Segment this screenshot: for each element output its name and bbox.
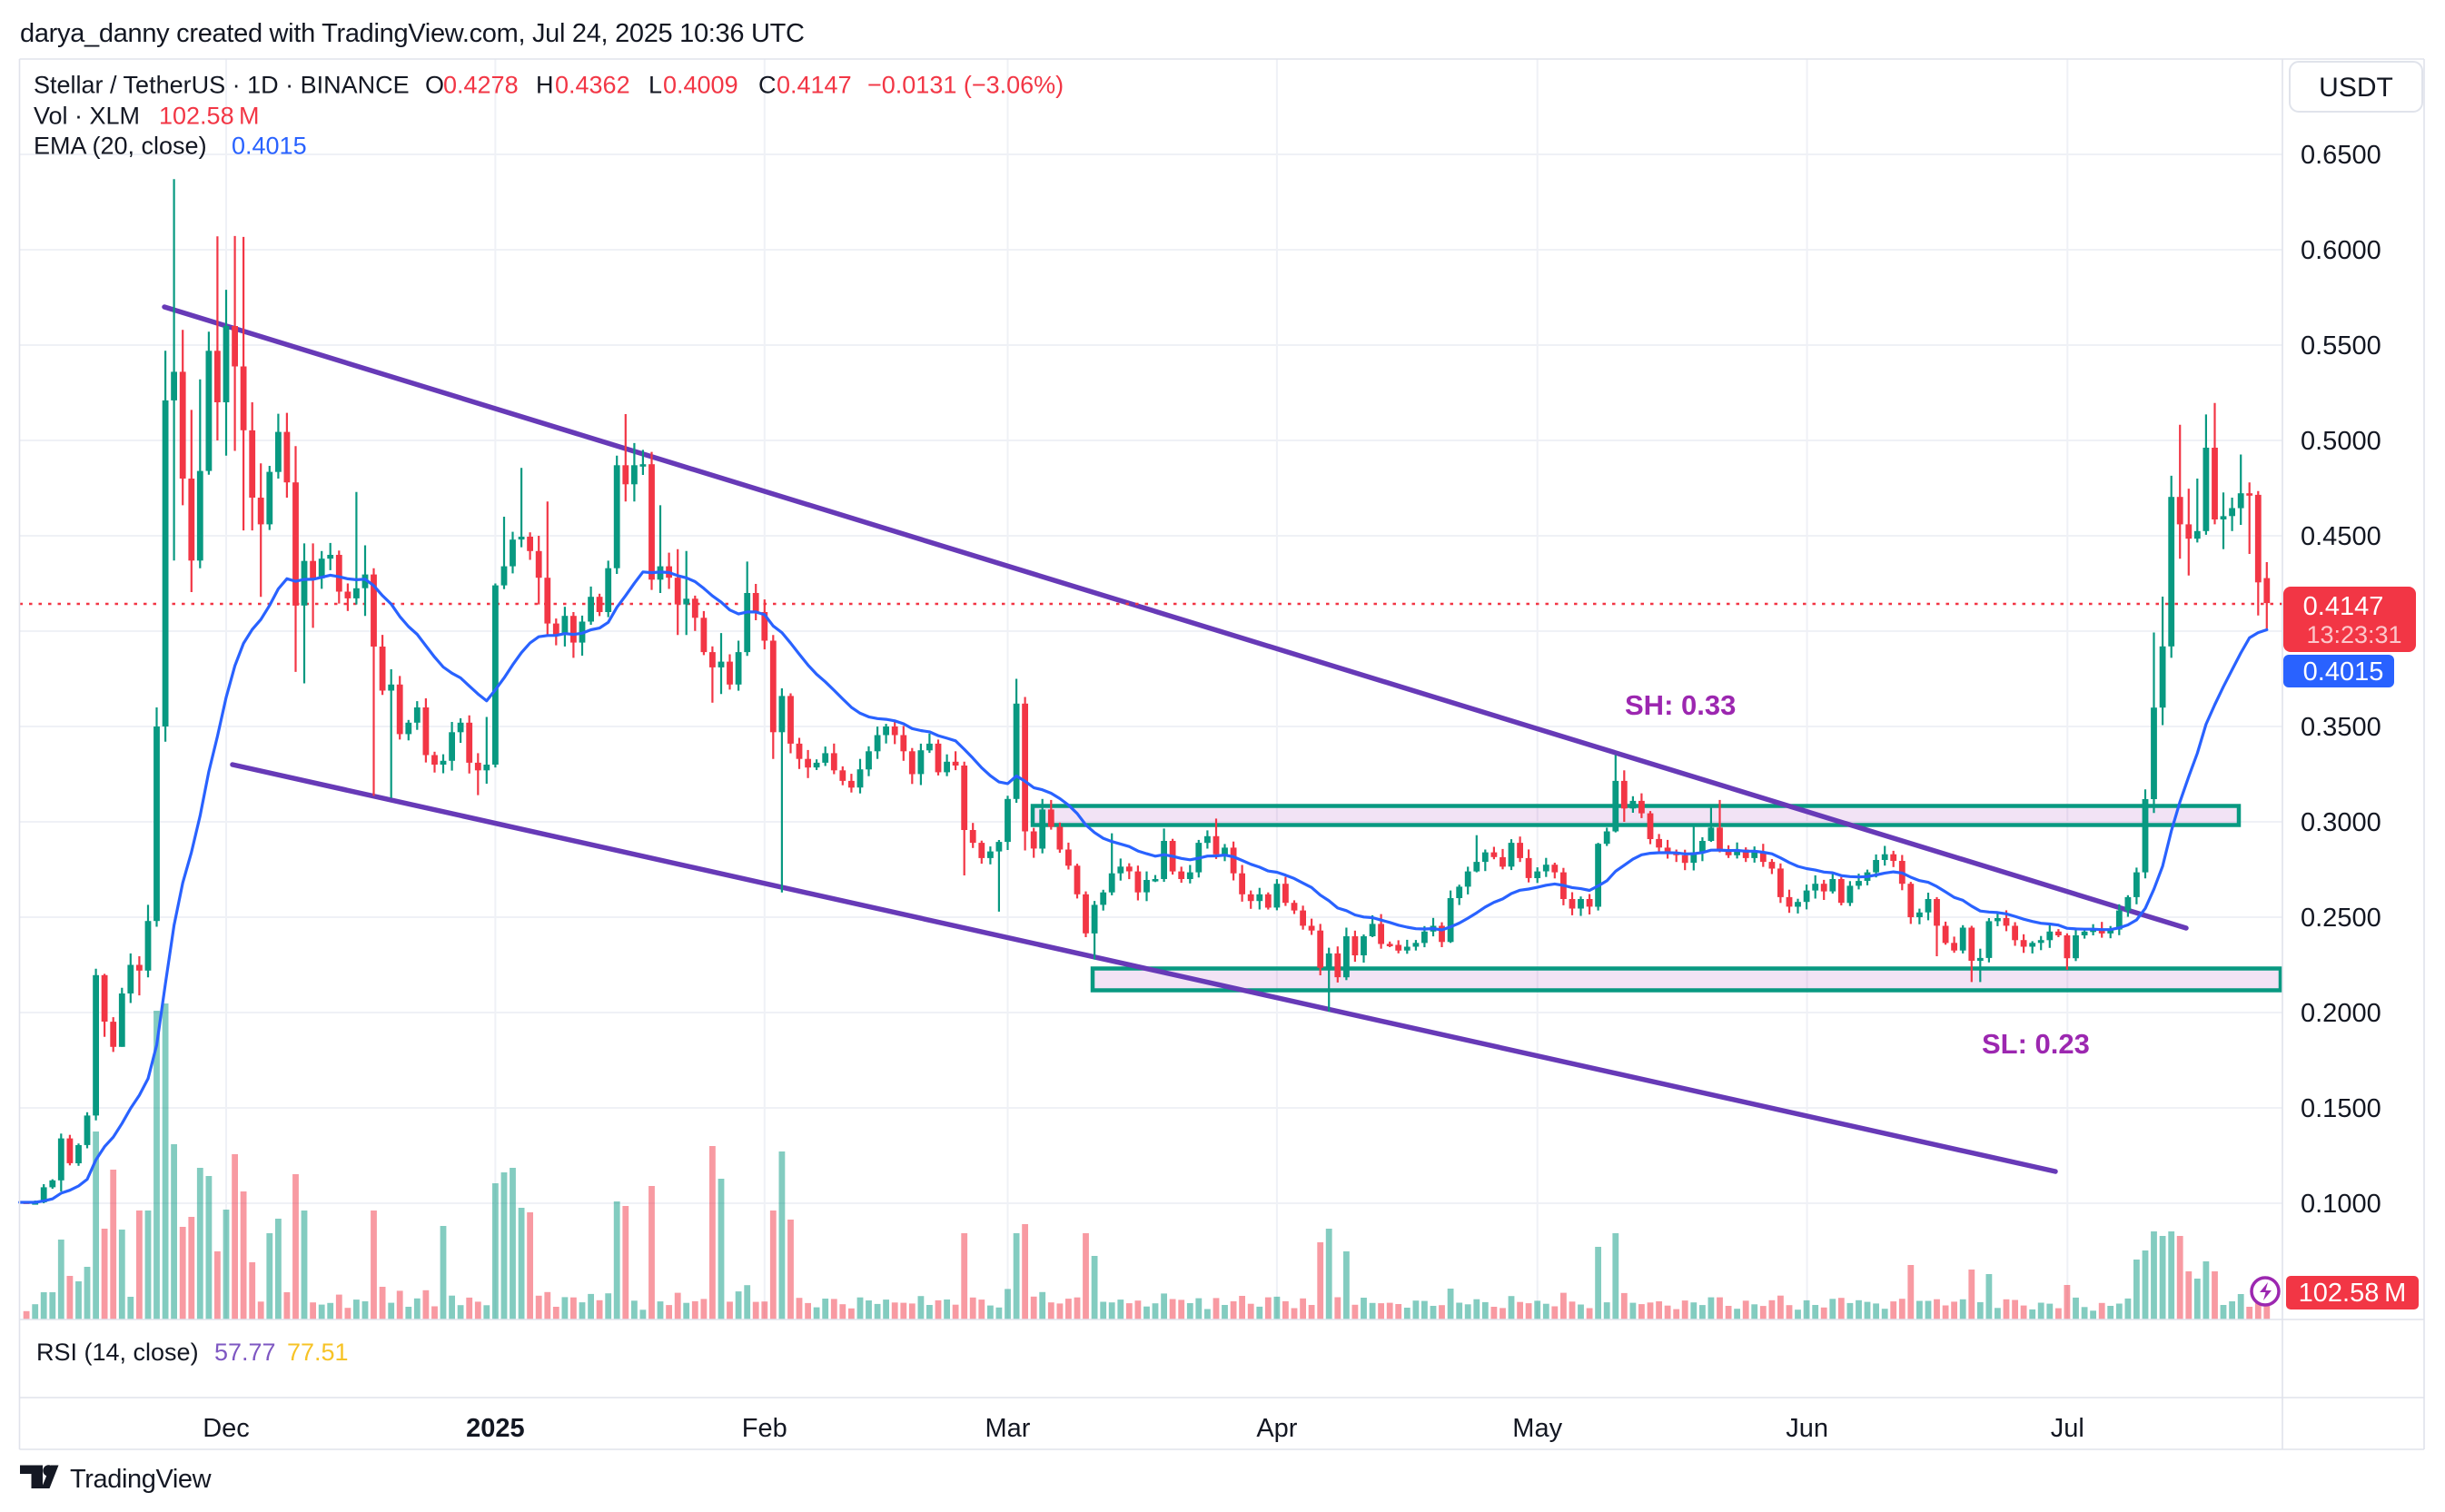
svg-text:0.6500: 0.6500 [2301, 141, 2381, 170]
svg-text:0.4362: 0.4362 [555, 72, 630, 99]
svg-text:0.4015: 0.4015 [232, 133, 307, 160]
svg-text:0.2500: 0.2500 [2301, 904, 2381, 933]
svg-text:0.1500: 0.1500 [2301, 1094, 2381, 1123]
svg-text:102.58 M: 102.58 M [2299, 1279, 2407, 1308]
svg-text:2025: 2025 [466, 1414, 525, 1443]
svg-text:darya_danny created with Tradi: darya_danny created with TradingView.com… [20, 19, 805, 48]
svg-text:0.1000: 0.1000 [2301, 1190, 2381, 1219]
svg-text:0.3000: 0.3000 [2301, 808, 2381, 837]
svg-text:0.3500: 0.3500 [2301, 713, 2381, 742]
svg-text:0.4015: 0.4015 [2303, 657, 2384, 687]
svg-text:0.5500: 0.5500 [2301, 331, 2381, 361]
svg-text:0.4009: 0.4009 [663, 72, 738, 99]
svg-text:0.4147: 0.4147 [2303, 592, 2384, 621]
svg-text:O: O [425, 72, 444, 99]
svg-text:13:23:31: 13:23:31 [2306, 621, 2401, 648]
svg-text:Feb: Feb [742, 1414, 787, 1443]
svg-text:Apr: Apr [1256, 1414, 1297, 1443]
svg-text:H: H [536, 72, 554, 99]
svg-text:TradingView: TradingView [70, 1465, 213, 1494]
svg-text:Jun: Jun [1786, 1414, 1828, 1443]
svg-text:−0.0131 (−3.06%): −0.0131 (−3.06%) [867, 72, 1064, 99]
svg-text:USDT: USDT [2319, 73, 2393, 103]
svg-text:77.51: 77.51 [287, 1339, 349, 1366]
svg-text:SL: 0.23: SL: 0.23 [1982, 1028, 2090, 1060]
svg-text:May: May [1512, 1414, 1562, 1443]
svg-text:57.77: 57.77 [214, 1339, 276, 1366]
svg-text:0.5000: 0.5000 [2301, 427, 2381, 456]
svg-text:0.6000: 0.6000 [2301, 236, 2381, 265]
svg-text:0.4147: 0.4147 [777, 72, 852, 99]
svg-text:0.2000: 0.2000 [2301, 999, 2381, 1028]
svg-text:L: L [648, 72, 662, 99]
svg-text:0.4500: 0.4500 [2301, 522, 2381, 551]
svg-text:102.58 M: 102.58 M [159, 103, 259, 130]
svg-text:Mar: Mar [985, 1414, 1031, 1443]
svg-text:RSI (14, close): RSI (14, close) [36, 1339, 199, 1366]
svg-text:SH: 0.33: SH: 0.33 [1625, 689, 1736, 721]
svg-text:Dec: Dec [203, 1414, 250, 1443]
svg-text:Jul: Jul [2051, 1414, 2084, 1443]
svg-text:Stellar / TetherUS · 1D · BINA: Stellar / TetherUS · 1D · BINANCE [34, 72, 410, 99]
svg-text:C: C [758, 72, 777, 99]
svg-text:0.4278: 0.4278 [443, 72, 519, 99]
svg-text:EMA (20, close): EMA (20, close) [34, 133, 207, 160]
svg-text:Vol · XLM: Vol · XLM [34, 103, 140, 130]
